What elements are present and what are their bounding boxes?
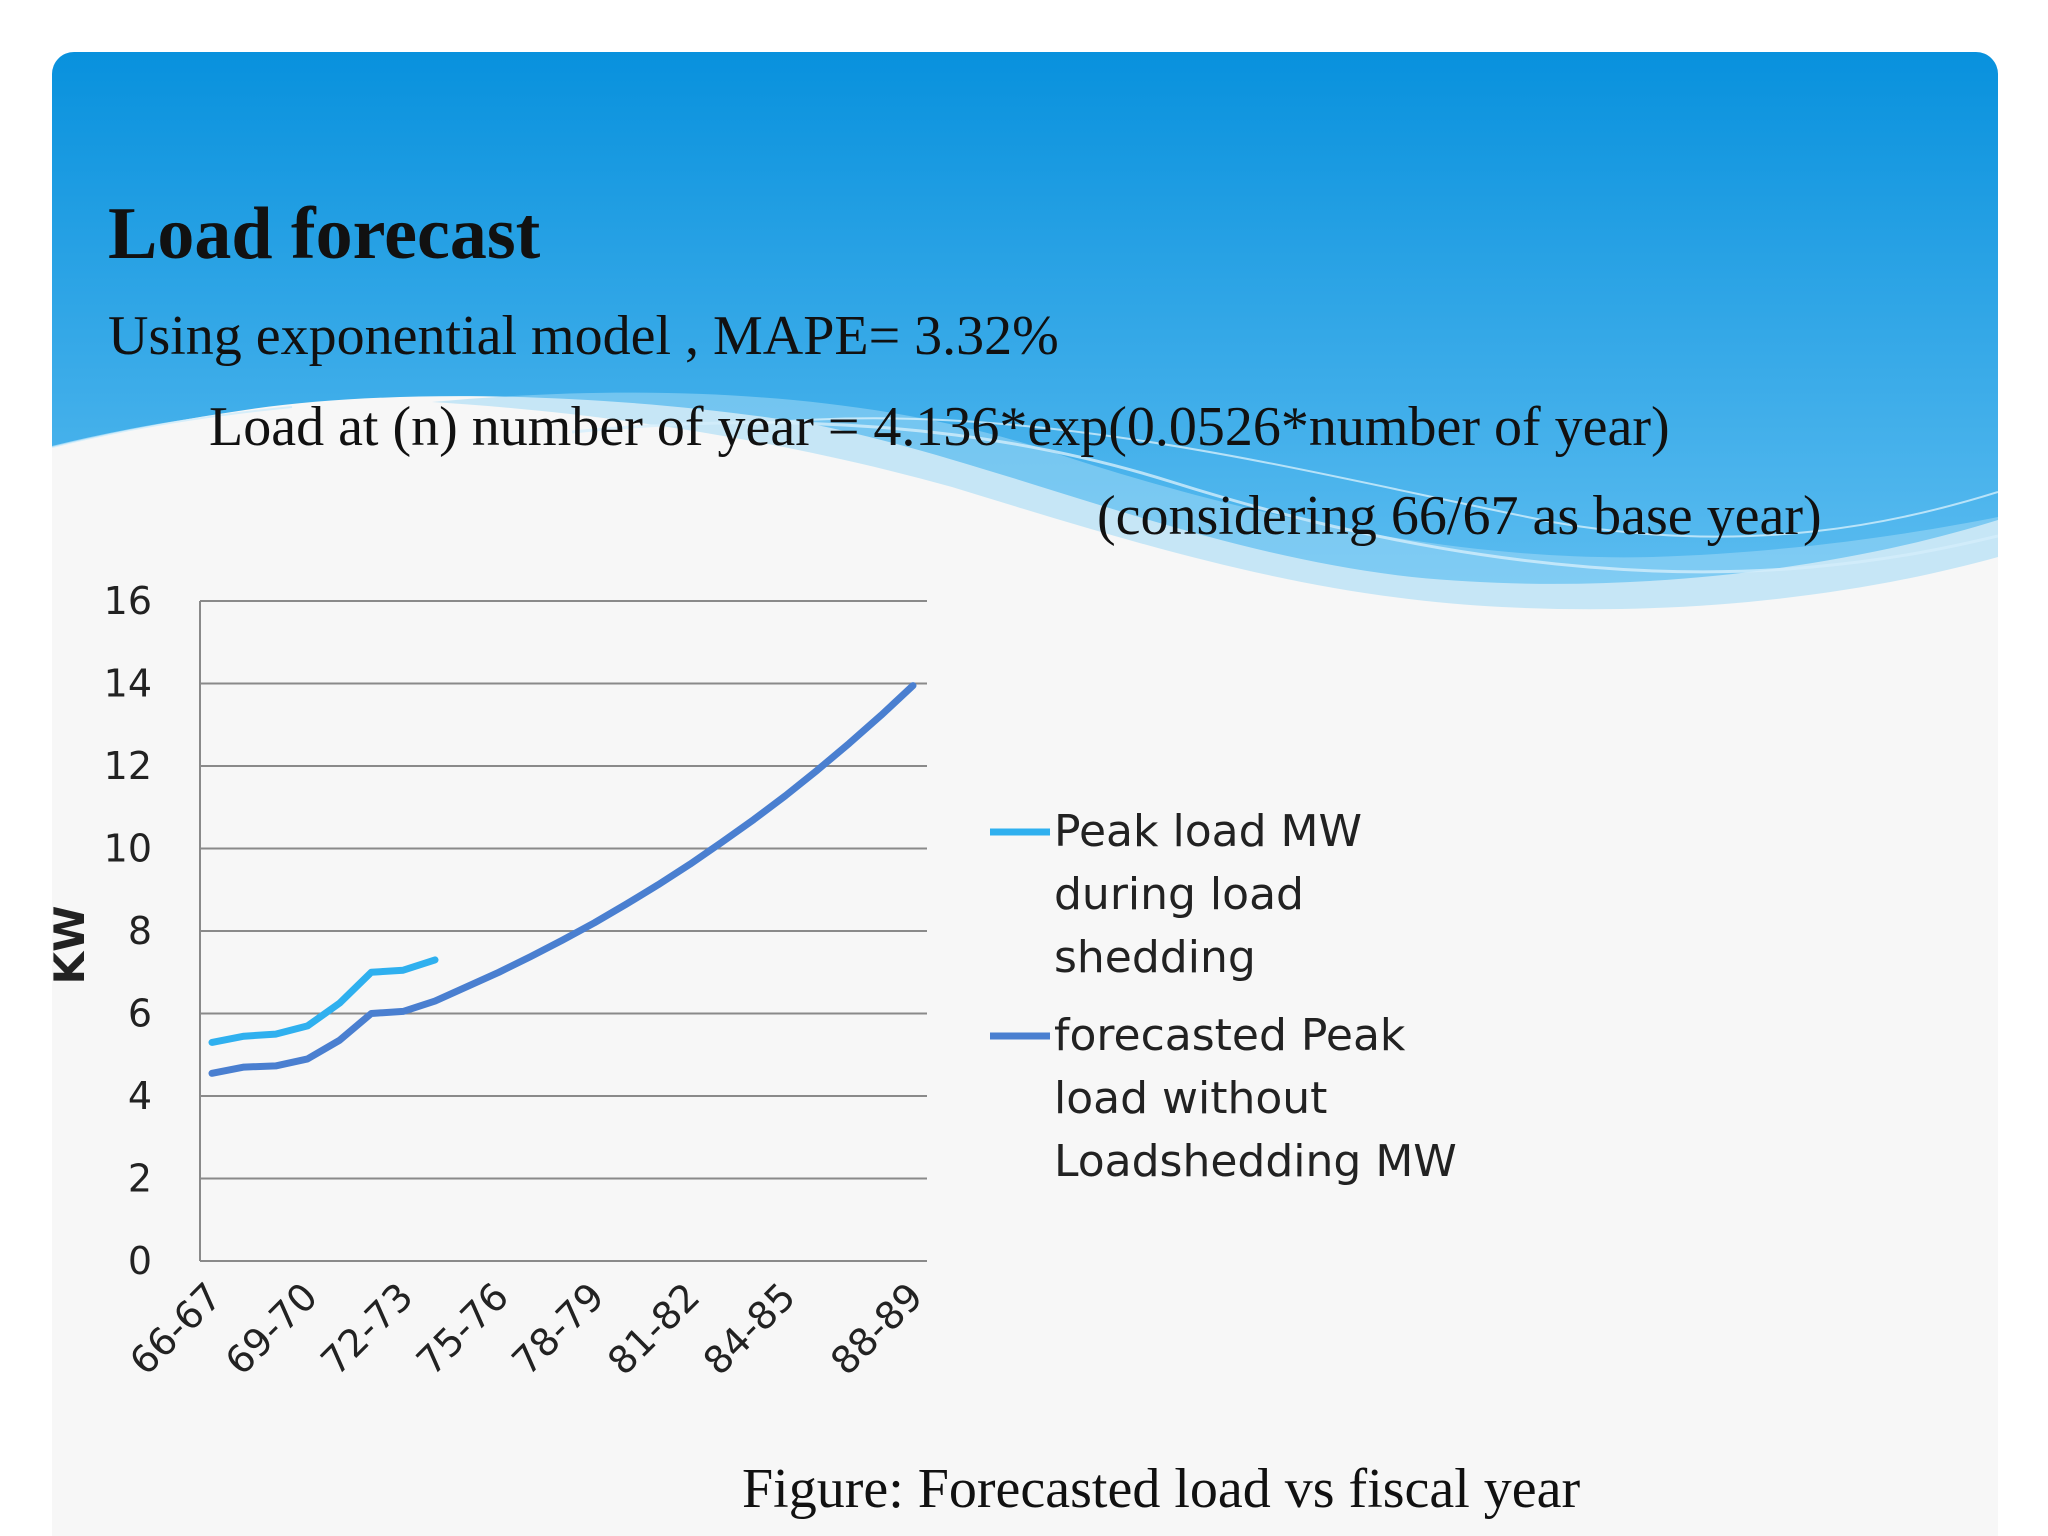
x-tick-label: 72-73 [312, 1274, 421, 1383]
series-line-2 [208, 682, 917, 1077]
y-tick-label: 0 [128, 1239, 152, 1283]
x-tick-label: 81-82 [599, 1274, 708, 1383]
forecast-formula: Load at (n) number of year = 4.136*exp(0… [209, 396, 1670, 458]
series-lines [208, 682, 917, 1077]
slide: Load forecast Using exponential model , … [52, 52, 1998, 1536]
y-tick-label: 16 [104, 579, 152, 623]
legend-label-line: Loadshedding MW [1054, 1136, 1457, 1187]
figure-caption: Figure: Forecasted load vs fiscal year [742, 1458, 1581, 1520]
x-tick-label: 75-76 [408, 1274, 517, 1383]
x-tick-label: 78-79 [504, 1274, 613, 1383]
legend-label-line: Peak load MW [1054, 806, 1362, 857]
y-tick-labels: 0 2 4 6 8 10 12 14 16 [104, 579, 152, 1283]
y-tick-label: 6 [128, 992, 152, 1036]
series-line-1 [208, 956, 439, 1046]
legend: Peak load MW during load shedding forecaste… [990, 806, 1457, 1187]
model-subtitle: Using exponential model , MAPE= 3.32% [108, 305, 1059, 367]
slide-title: Load forecast [108, 193, 541, 275]
x-tick-label: 84-85 [695, 1274, 804, 1383]
x-tick-label: 66-67 [121, 1274, 230, 1383]
base-year-note: (considering 66/67 as base year) [1097, 485, 1822, 547]
y-tick-label: 10 [104, 827, 152, 871]
header-wave-background [52, 52, 1998, 610]
gridlines [200, 600, 927, 1262]
legend-label-line: during load [1054, 869, 1304, 920]
x-tick-label: 69-70 [217, 1274, 326, 1383]
load-forecast-chart: 0 2 4 6 8 10 12 14 16 KW 66-6769-7072-7375-7678-… [52, 579, 1457, 1383]
y-tick-label: 8 [128, 909, 152, 953]
legend-label-line: shedding [1054, 932, 1256, 983]
legend-label-line: load without [1054, 1073, 1327, 1124]
y-tick-label: 4 [128, 1074, 152, 1118]
y-tick-label: 14 [104, 662, 152, 706]
legend-label-line: forecasted Peak [1054, 1010, 1406, 1061]
y-tick-label: 2 [128, 1157, 152, 1201]
y-axis-label: KW [52, 906, 94, 985]
x-tick-label: 88-89 [822, 1274, 931, 1383]
y-tick-label: 12 [104, 744, 152, 788]
